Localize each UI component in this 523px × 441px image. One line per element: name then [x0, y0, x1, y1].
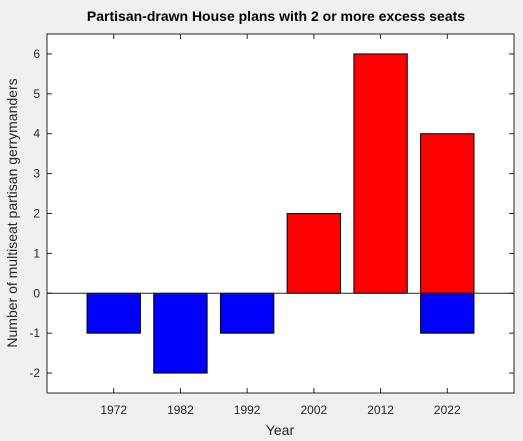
y-tick-label: 4	[33, 127, 40, 141]
x-tick-label-1972: 1972	[100, 403, 127, 417]
bar-1972-series-1	[86, 292, 141, 334]
y-tick-label: 5	[33, 87, 40, 101]
y-tick-label: 0	[33, 286, 40, 300]
bar-1982-series-1	[153, 292, 208, 374]
y-ticks: -2 -1 0 1 2 3 4 5 6	[29, 47, 514, 380]
chart-title: Partisan-drawn House plans with 2 or mor…	[87, 8, 465, 24]
x-tick-label-1992: 1992	[234, 403, 261, 417]
x-tick-label-1982: 1982	[167, 403, 194, 417]
y-tick-label: 1	[33, 246, 40, 260]
y-tick-label: 3	[33, 167, 40, 181]
x-tick-label-2012: 2012	[367, 403, 394, 417]
y-tick-label: 6	[33, 47, 40, 61]
x-ticks: 1972 1982 1992 2002 2012 2022	[100, 34, 461, 417]
bar-1992-series-1	[219, 292, 275, 334]
bar-2002-series-0	[286, 213, 342, 294]
y-tick-label: 2	[33, 207, 40, 221]
bar-2022-series-1	[420, 292, 475, 334]
y-axis-label: Number of multiseat partisan gerrymander…	[4, 78, 20, 347]
x-axis-label: Year	[266, 422, 295, 438]
x-tick-label-2002: 2002	[301, 403, 328, 417]
bar-2012-series-0	[353, 53, 408, 294]
y-tick-label: -1	[29, 326, 40, 340]
bar-2022-series-0	[420, 133, 475, 294]
x-tick-label-2022: 2022	[434, 403, 461, 417]
y-tick-label: -2	[29, 366, 40, 380]
